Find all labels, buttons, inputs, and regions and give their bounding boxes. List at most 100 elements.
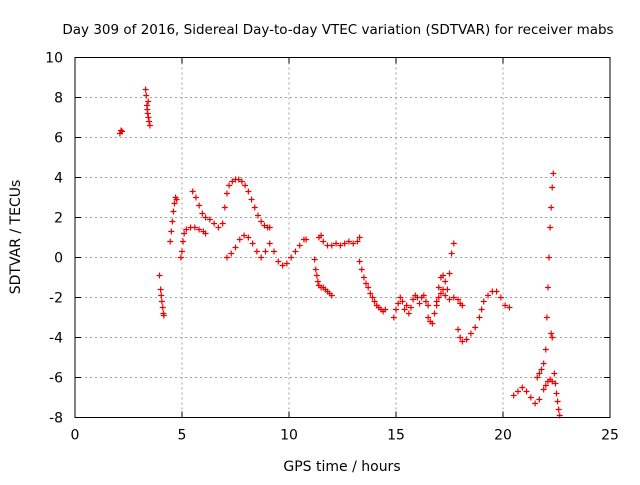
x-tick-label: 5 (178, 428, 187, 444)
data-point (266, 224, 273, 231)
data-point (258, 254, 265, 261)
y-tick-label: -6 (49, 371, 63, 387)
data-point (177, 254, 184, 261)
data-point (463, 336, 470, 343)
data-point (333, 240, 340, 247)
data-point (555, 406, 562, 413)
data-point (446, 270, 453, 277)
data-point (420, 292, 427, 299)
data-point (249, 240, 256, 247)
data-point (510, 392, 517, 399)
data-point (169, 218, 176, 225)
data-point (171, 200, 178, 207)
data-point (399, 298, 406, 305)
data-point (196, 202, 203, 209)
data-point (497, 294, 504, 301)
data-point (173, 196, 180, 203)
data-point (523, 388, 530, 395)
y-tick-label: 10 (45, 51, 63, 67)
data-point (328, 242, 335, 249)
data-point (440, 272, 447, 279)
data-point (258, 218, 265, 225)
data-point (476, 314, 483, 321)
data-point (480, 298, 487, 305)
data-point (446, 296, 453, 303)
data-point (442, 292, 449, 299)
data-point (467, 330, 474, 337)
data-point (435, 284, 442, 291)
data-point (296, 242, 303, 249)
data-point (142, 86, 149, 93)
data-point (440, 286, 447, 293)
data-point (245, 188, 252, 195)
x-tick-label: 0 (71, 428, 80, 444)
data-point (455, 296, 462, 303)
data-point (437, 290, 444, 297)
data-point (455, 326, 462, 333)
data-point (544, 284, 551, 291)
data-point (345, 238, 352, 245)
data-point (241, 232, 248, 239)
data-point (223, 254, 230, 261)
data-point (318, 232, 325, 239)
data-point (202, 230, 209, 237)
series-seg-q (551, 370, 563, 419)
data-point (356, 258, 363, 265)
data-point (288, 254, 295, 261)
data-point (554, 398, 561, 405)
data-point (543, 314, 550, 321)
plot-frame (74, 57, 611, 418)
data-point (431, 310, 438, 317)
data-point (221, 204, 228, 211)
y-tick-label: -2 (49, 291, 63, 307)
data-point (403, 302, 410, 309)
data-point (191, 224, 198, 231)
data-point (283, 260, 290, 267)
data-point (405, 310, 412, 317)
data-point (354, 238, 361, 245)
grid (75, 57, 610, 418)
data-point (211, 220, 218, 227)
data-point (425, 314, 432, 321)
y-tick-label: 2 (54, 211, 63, 227)
x-tick-label: 10 (280, 428, 298, 444)
data-point (254, 212, 261, 219)
data-point (442, 278, 449, 285)
data-point (311, 256, 318, 263)
data-point (459, 302, 466, 309)
data-point (159, 304, 166, 311)
data-point (546, 254, 553, 261)
series-seg-k (390, 292, 432, 321)
data-point (314, 278, 321, 285)
data-point (179, 248, 185, 255)
data-point (145, 98, 152, 105)
data-point (199, 210, 206, 217)
data-point (118, 127, 125, 134)
data-point (167, 238, 174, 245)
data-point (538, 366, 545, 373)
data-point (202, 214, 209, 221)
data-point (245, 234, 252, 241)
data-point (350, 240, 357, 247)
data-point (540, 386, 547, 393)
data-point (253, 248, 260, 255)
data-point (242, 182, 249, 189)
data-point (328, 292, 335, 299)
data-point (365, 284, 372, 291)
data-point (433, 302, 440, 309)
data-point (542, 346, 549, 353)
data-point (168, 228, 175, 235)
data-point (506, 304, 513, 311)
data-point (514, 388, 521, 395)
data-points (116, 86, 563, 419)
x-tick-label: 15 (387, 428, 405, 444)
y-tick-label: -8 (49, 411, 63, 427)
data-point (180, 238, 187, 245)
data-point (170, 208, 177, 215)
data-point (341, 240, 348, 247)
data-point (450, 240, 457, 247)
data-point (457, 334, 464, 341)
data-point (303, 236, 310, 243)
data-point (206, 216, 213, 223)
